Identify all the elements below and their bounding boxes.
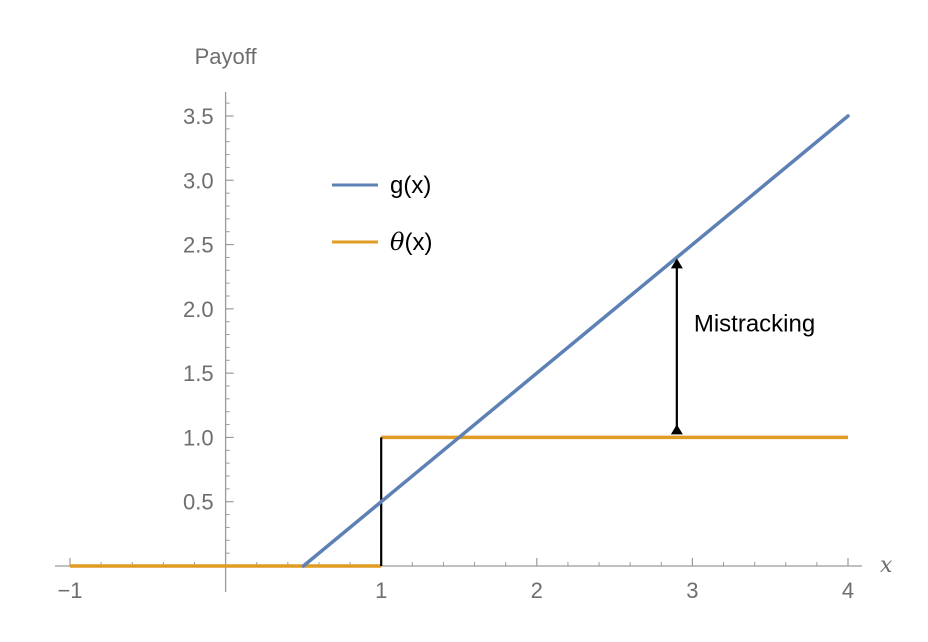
- legend-label-theta: θ(x): [390, 228, 432, 256]
- series-layer: [70, 114, 850, 568]
- y-tick-label: 1.0: [183, 425, 214, 450]
- y-minor-ticks: [225, 102, 230, 554]
- y-tick-label: 1.5: [183, 361, 214, 386]
- x-tick-label: 3: [686, 578, 698, 603]
- legend-label-theta-symbol: θ: [390, 228, 405, 256]
- x-axis-label: x: [880, 553, 893, 578]
- x-tick-label: 1: [375, 578, 387, 603]
- y-ticks: 0.5 1.0 1.5 2.0 2.5 3.0 3.5: [183, 104, 234, 515]
- g-series-line: [301, 114, 850, 568]
- x-tick-label: 4: [842, 578, 854, 603]
- mistracking-annotation: Mistracking: [670, 258, 815, 435]
- mistracking-label: Mistracking: [694, 310, 815, 337]
- x-tick-label: 2: [531, 578, 543, 603]
- y-tick-label: 3.0: [183, 168, 214, 193]
- y-axis-label: Payoff: [195, 44, 258, 69]
- x-tick-label: −1: [57, 578, 82, 603]
- axes: −1 1 2 3 4 0.5 1.0 1.5 2.0 2.5 3.0 3.5: [55, 92, 862, 603]
- y-tick-label: 3.5: [183, 104, 214, 129]
- y-tick-label: 2.0: [183, 297, 214, 322]
- y-tick-label: 0.5: [183, 490, 214, 515]
- y-tick-label: 2.5: [183, 233, 214, 258]
- legend-label-theta-arg: (x): [404, 229, 432, 256]
- x-ticks: −1 1 2 3 4: [57, 558, 854, 603]
- legend-label-g: g(x): [390, 172, 431, 199]
- legend: g(x) θ(x): [332, 172, 432, 256]
